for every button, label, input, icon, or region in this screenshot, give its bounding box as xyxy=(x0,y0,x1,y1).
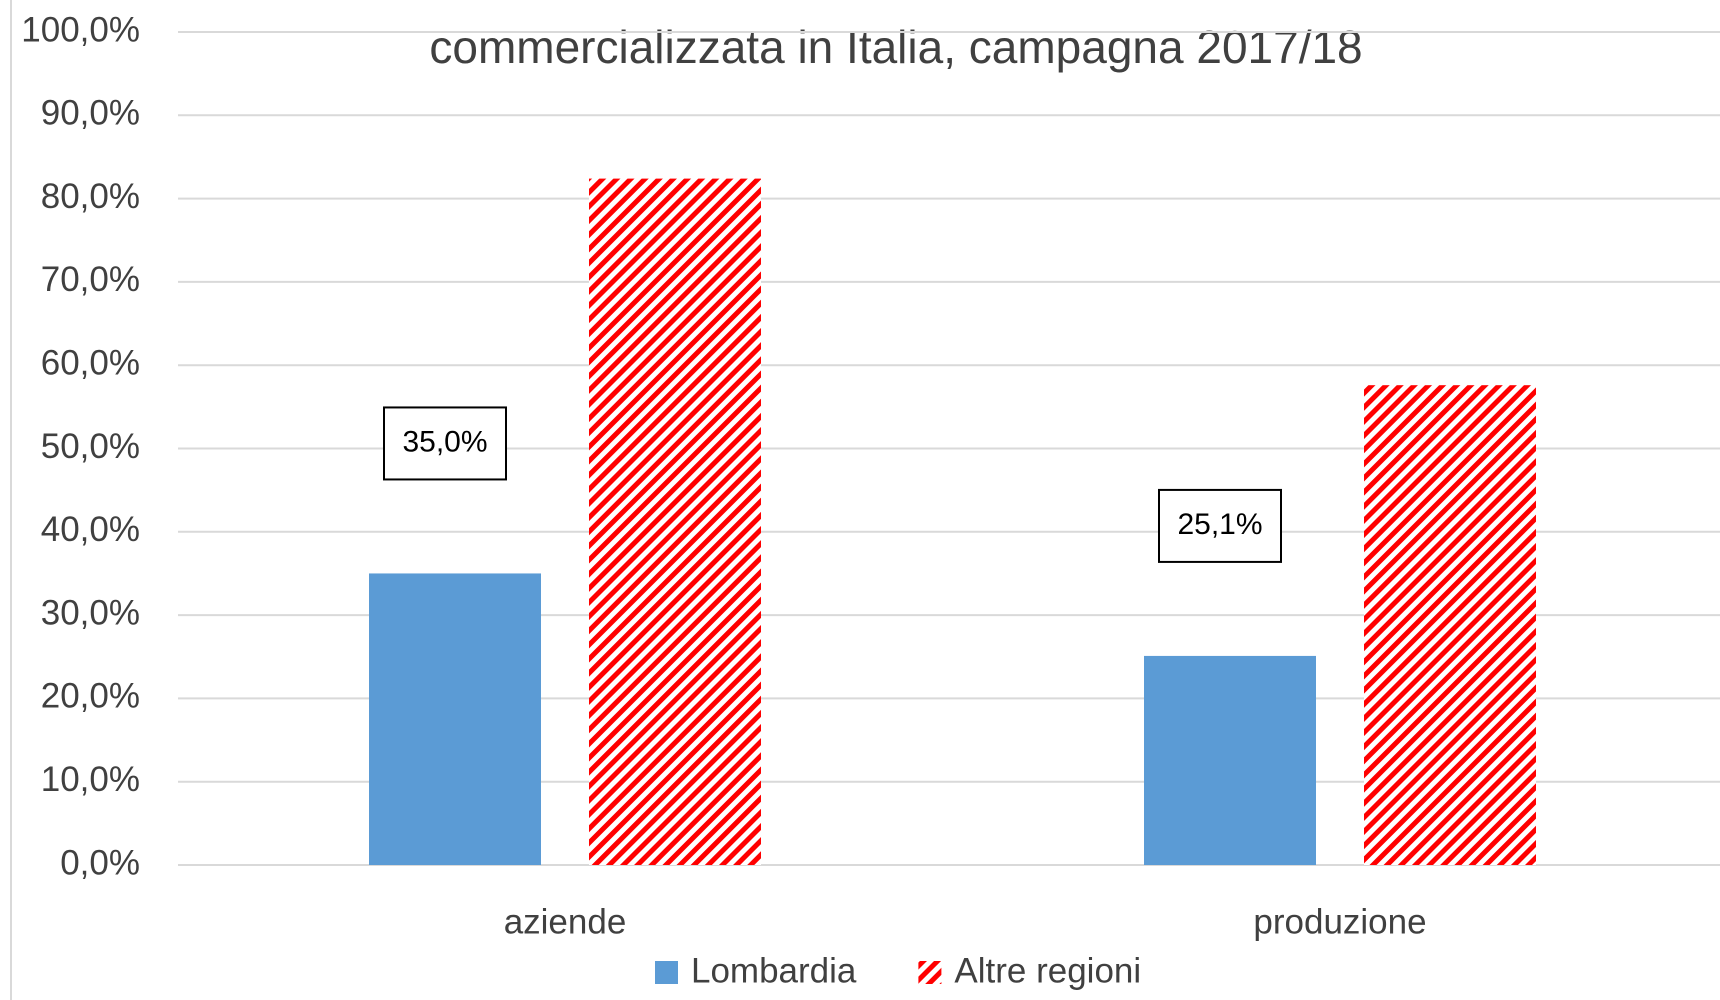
x-tick-label: produzione xyxy=(1253,902,1426,941)
legend-label: Lombardia xyxy=(691,951,857,990)
y-tick-label: 60,0% xyxy=(41,343,140,382)
y-tick-label: 50,0% xyxy=(41,427,140,466)
y-tick-label: 80,0% xyxy=(41,177,140,216)
bar xyxy=(1144,655,1316,865)
y-tick-label: 40,0% xyxy=(41,510,140,549)
y-tick-label: 30,0% xyxy=(41,593,140,632)
bar xyxy=(369,573,541,865)
value-label: 25,1% xyxy=(1177,508,1262,541)
legend-swatch xyxy=(918,961,942,984)
y-tick-label: 90,0% xyxy=(41,94,140,133)
value-label-box xyxy=(1158,488,1282,563)
y-tick-label: 20,0% xyxy=(41,677,140,716)
y-tick-label: 10,0% xyxy=(41,760,140,799)
legend-swatch xyxy=(655,961,678,984)
legend-label: Altre regioni xyxy=(954,951,1141,990)
bar xyxy=(589,178,761,865)
value-label: 35,0% xyxy=(402,425,487,458)
chart-title: commercializzata in Italia, campagna 201… xyxy=(429,21,1362,73)
bar xyxy=(1364,385,1536,865)
value-label-box xyxy=(383,406,507,481)
y-tick-label: 0,0% xyxy=(60,843,140,882)
y-tick-label: 70,0% xyxy=(41,260,140,299)
x-tick-label: aziende xyxy=(504,902,627,941)
y-tick-label: 100,0% xyxy=(21,10,140,49)
